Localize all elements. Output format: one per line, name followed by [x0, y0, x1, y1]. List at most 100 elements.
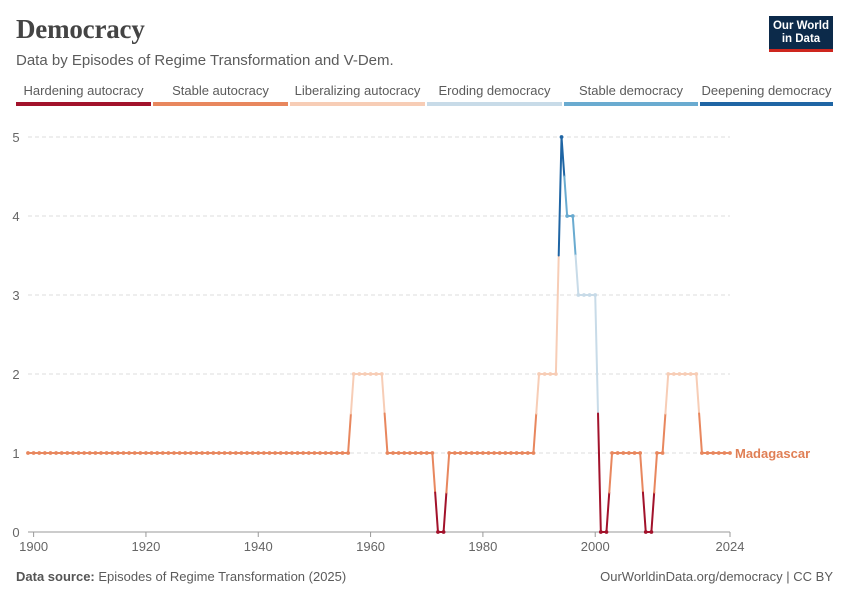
data-point	[93, 451, 98, 455]
data-point	[334, 451, 339, 455]
data-point	[643, 530, 648, 534]
data-point	[183, 451, 188, 455]
data-point	[177, 451, 182, 455]
data-point	[537, 372, 541, 376]
logo-line-1: Our World	[772, 20, 829, 32]
data-point	[711, 451, 716, 455]
source-url-link[interactable]: OurWorldinData.org/democracy | CC BY	[600, 569, 833, 584]
data-point	[239, 451, 244, 455]
data-point	[115, 451, 120, 455]
y-tick-label: 2	[12, 367, 19, 382]
data-point	[211, 451, 216, 455]
data-point	[407, 451, 412, 455]
source-text: Episodes of Regime Transformation (2025)	[98, 569, 347, 584]
data-point	[683, 372, 687, 376]
data-point	[480, 451, 485, 455]
legend-stable-autocracy[interactable]: Stable autocracy	[153, 82, 288, 106]
series-segment	[560, 136, 566, 178]
x-tick-label: 1960	[356, 539, 385, 554]
y-tick-label: 1	[12, 446, 19, 461]
legend-deepening-democracy[interactable]: Deepening democracy	[700, 82, 833, 106]
data-point	[149, 451, 154, 455]
data-point	[441, 530, 446, 534]
data-point	[554, 372, 558, 376]
data-point	[104, 451, 109, 455]
data-point	[233, 451, 238, 455]
data-point	[318, 451, 322, 455]
data-point	[671, 372, 676, 376]
x-tick-label: 1940	[244, 539, 273, 554]
series-segment	[347, 412, 352, 454]
data-point	[548, 372, 553, 376]
series-segment	[380, 373, 386, 415]
chart-subtitle: Data by Episodes of Regime Transformatio…	[16, 52, 394, 69]
legend-label: Liberalizing autocracy	[294, 83, 421, 98]
data-point	[514, 451, 519, 455]
data-point	[497, 451, 502, 455]
data-point	[144, 451, 148, 455]
legend-label: Stable autocracy	[172, 83, 269, 98]
data-point	[503, 451, 508, 455]
series-segment	[571, 215, 577, 257]
legend-swatch	[564, 102, 698, 106]
data-point	[357, 372, 362, 376]
series-segment	[695, 373, 701, 415]
legend-liberalizing-autocracy[interactable]: Liberalizing autocracy	[290, 82, 425, 106]
data-point	[604, 530, 609, 534]
series-segment	[442, 491, 448, 533]
data-point	[65, 451, 70, 455]
logo-line-2: in Data	[781, 33, 821, 45]
data-point	[419, 451, 424, 455]
series-segment	[557, 136, 563, 257]
data-point	[273, 451, 278, 455]
data-point	[520, 451, 525, 455]
legend-swatch	[290, 102, 425, 106]
legend-label: Deepening democracy	[701, 83, 832, 98]
legend-swatch	[16, 102, 151, 106]
data-point	[632, 451, 637, 455]
legend-stable-democracy[interactable]: Stable democracy	[564, 82, 698, 106]
data-point	[172, 451, 176, 455]
data-point	[295, 451, 300, 455]
data-point	[26, 451, 30, 455]
data-point	[200, 451, 204, 455]
data-point	[531, 451, 536, 455]
data-point	[587, 293, 592, 297]
data-point	[391, 451, 395, 455]
data-point	[121, 451, 126, 455]
owid-logo[interactable]: Our World in Data	[769, 16, 833, 52]
legend-label: Hardening autocracy	[23, 83, 144, 98]
data-point	[700, 451, 704, 455]
x-tick-label: 2000	[581, 539, 610, 554]
data-point	[486, 451, 491, 455]
series-segment	[349, 373, 355, 415]
data-point	[716, 451, 721, 455]
x-tick-label: 2024	[716, 539, 745, 554]
data-point	[525, 451, 530, 455]
y-tick-label: 0	[12, 525, 19, 540]
series-segment	[639, 452, 644, 494]
data-point	[452, 451, 457, 455]
data-point	[615, 451, 620, 455]
data-point	[368, 372, 373, 376]
data-point	[76, 451, 81, 455]
series-segment	[431, 452, 437, 494]
data-point	[666, 372, 671, 376]
legend-eroding-democracy[interactable]: Eroding democracy	[427, 82, 562, 106]
data-point	[649, 530, 654, 534]
legend-hardening-autocracy[interactable]: Hardening autocracy	[16, 82, 151, 106]
x-tick-label: 1900	[19, 539, 48, 554]
data-point	[138, 451, 143, 455]
y-tick-label: 3	[12, 288, 19, 303]
data-point	[261, 451, 266, 455]
data-point	[278, 451, 283, 455]
data-point	[59, 451, 64, 455]
series-label-madagascar: Madagascar	[735, 446, 810, 461]
data-point	[610, 451, 614, 455]
series-segment	[605, 491, 611, 533]
data-point	[110, 451, 115, 455]
data-point	[160, 451, 165, 455]
data-point	[205, 451, 210, 455]
data-point	[363, 372, 367, 376]
